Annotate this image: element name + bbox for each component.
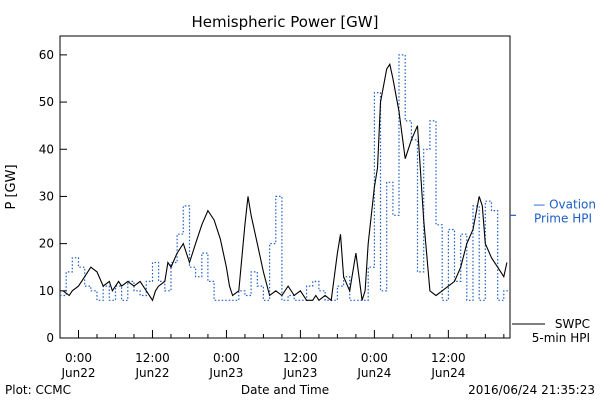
plot-source-label: Plot: CCMC bbox=[5, 383, 71, 397]
x-tick-date-label: Jun23 bbox=[208, 366, 243, 380]
swpc-legend-label-line1: SWPC bbox=[555, 317, 590, 331]
y-tick-label: 0 bbox=[46, 331, 54, 345]
y-tick-label: 10 bbox=[39, 284, 54, 298]
x-tick-time-label: 12:00 bbox=[135, 351, 170, 365]
x-tick-date-label: Jun24 bbox=[356, 366, 391, 380]
series-layer bbox=[60, 54, 510, 302]
chart-title: Hemispheric Power [GW] bbox=[192, 13, 379, 31]
y-axis: 0 10 20 30 40 50 60 bbox=[39, 48, 67, 345]
y-axis-label: P [GW] bbox=[4, 164, 19, 209]
x-tick-date-label: Jun22 bbox=[60, 366, 95, 380]
plot-frame bbox=[59, 35, 511, 339]
x-axis-label: Date and Time bbox=[241, 383, 329, 397]
x-tick-time-label: 0:00 bbox=[65, 351, 92, 365]
x-tick-date-label: Jun22 bbox=[134, 366, 169, 380]
y-tick-label: 30 bbox=[39, 189, 54, 203]
y-tick-label: 40 bbox=[39, 142, 54, 156]
x-tick-time-label: 12:00 bbox=[283, 351, 318, 365]
x-tick-time-label: 0:00 bbox=[213, 351, 240, 365]
x-tick-date-label: Jun24 bbox=[430, 366, 465, 380]
swpc-legend-label-line2: 5-min HPI bbox=[532, 331, 590, 345]
x-tick-time-label: 0:00 bbox=[361, 351, 388, 365]
y-tick-label: 20 bbox=[39, 237, 54, 251]
y-tick-label: 50 bbox=[39, 95, 54, 109]
y-tick-label: 60 bbox=[39, 48, 54, 62]
ovation-legend-label-line2: Prime HPI bbox=[534, 211, 592, 225]
swpc-5min-hpi-line bbox=[62, 62, 508, 302]
x-tick-date-label: Jun23 bbox=[282, 366, 317, 380]
x-axis: 0:00Jun2212:00Jun220:00Jun2312:00Jun230:… bbox=[59, 330, 505, 380]
plot-timestamp: 2016/06/24 21:35:23 bbox=[468, 383, 595, 397]
ovation-legend-label-line1: — Ovation bbox=[533, 197, 596, 211]
x-tick-time-label: 12:00 bbox=[431, 351, 466, 365]
